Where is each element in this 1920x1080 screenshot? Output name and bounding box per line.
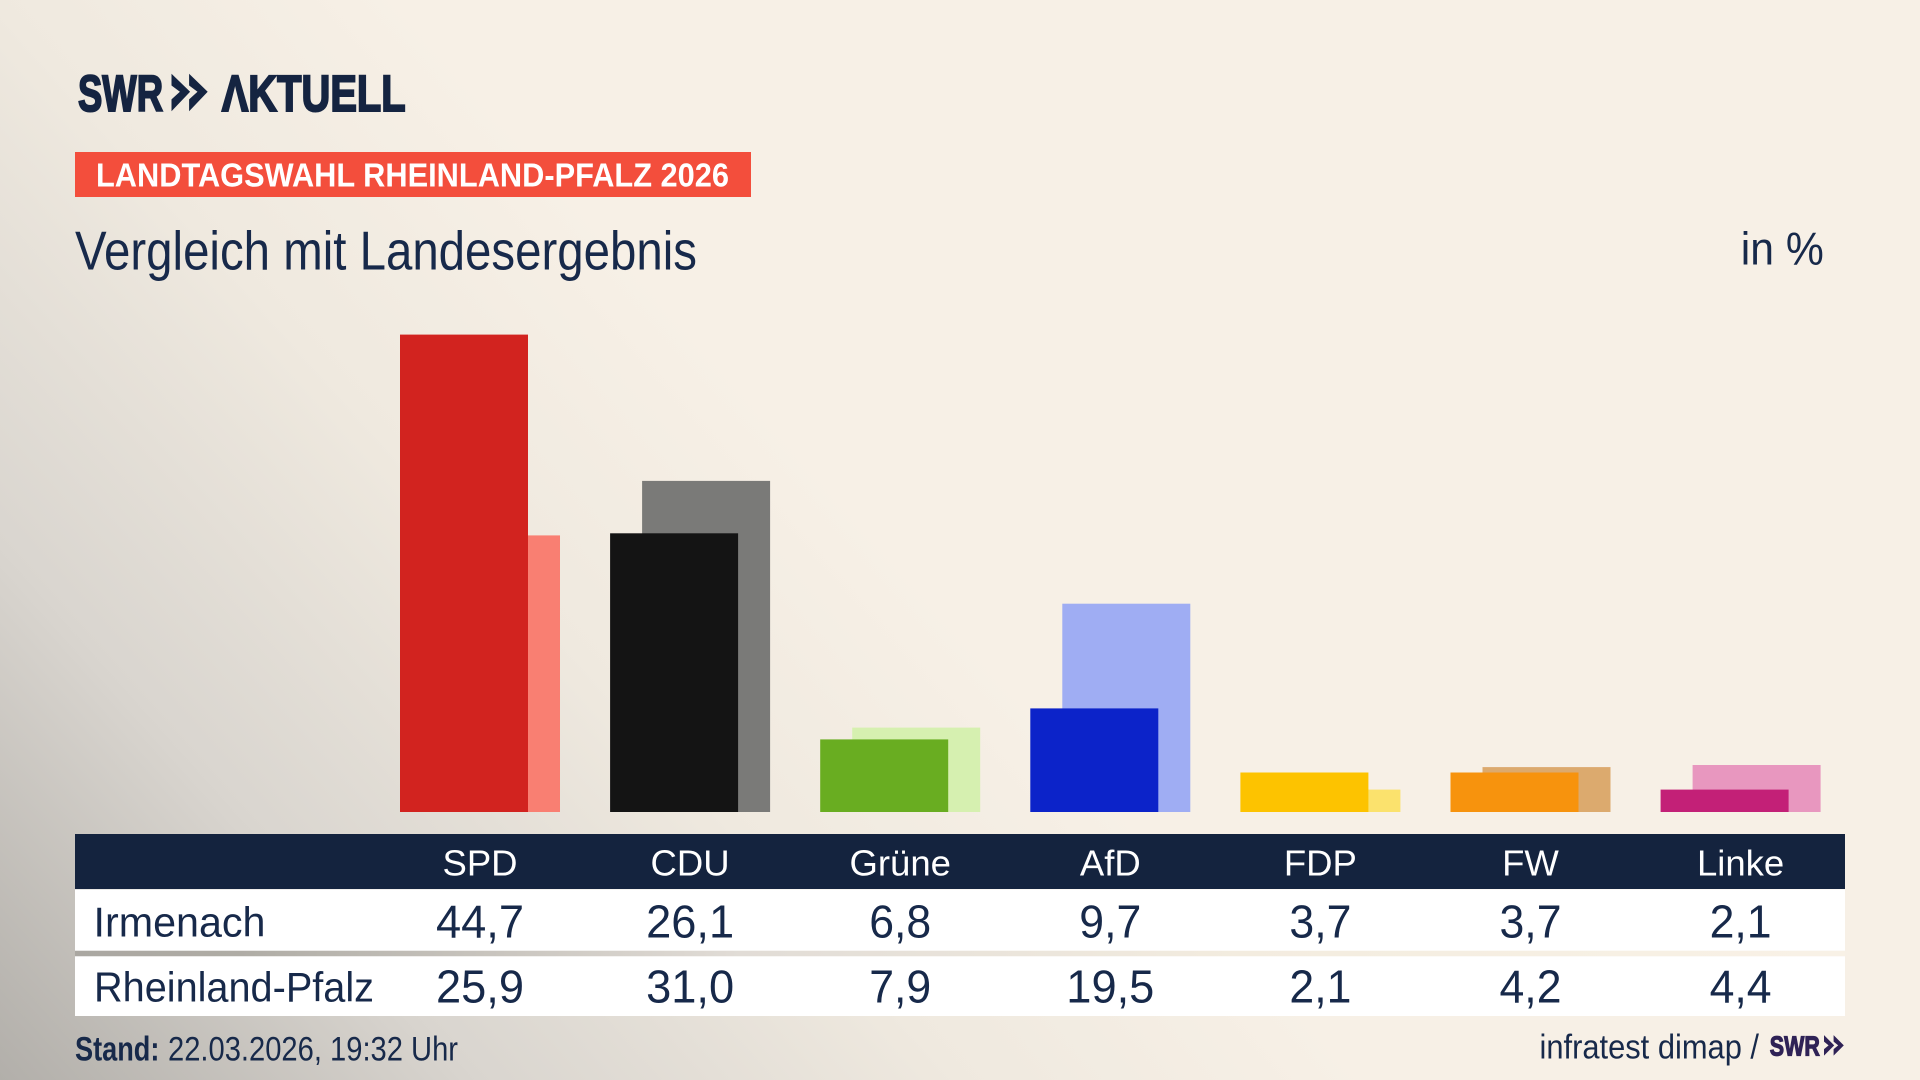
svg-text:31,0: 31,0 [646,961,734,1013]
svg-text:SWR: SWR [1770,1031,1820,1062]
svg-text:4,4: 4,4 [1710,961,1772,1013]
svg-text:2,1: 2,1 [1289,961,1351,1013]
svg-text:Grüne: Grüne [849,843,950,884]
svg-text:ΛKTUELL: ΛKTUELL [222,65,406,122]
svg-text:4,2: 4,2 [1500,961,1562,1013]
svg-text:22.03.2026, 19:32 Uhr: 22.03.2026, 19:32 Uhr [168,1031,458,1069]
svg-text:in %: in % [1741,223,1824,275]
svg-text:Stand:: Stand: [75,1031,159,1069]
svg-text:7,9: 7,9 [869,961,931,1013]
svg-text:FDP: FDP [1284,843,1357,884]
svg-text:CDU: CDU [651,843,730,884]
svg-text:Irmenach: Irmenach [94,899,266,946]
svg-text:FW: FW [1502,843,1559,884]
svg-text:AfD: AfD [1080,843,1141,884]
svg-text:6,8: 6,8 [869,896,931,948]
svg-text:3,7: 3,7 [1289,896,1351,948]
svg-text:Rheinland-Pfalz: Rheinland-Pfalz [94,964,374,1011]
svg-text:SWR: SWR [78,65,163,122]
svg-text:Linke: Linke [1697,843,1784,884]
svg-text:25,9: 25,9 [436,961,524,1013]
svg-text:19,5: 19,5 [1066,961,1154,1013]
svg-text:Vergleich mit Landesergebnis: Vergleich mit Landesergebnis [75,220,697,282]
svg-text:infratest dimap /: infratest dimap / [1540,1028,1760,1066]
svg-text:SPD: SPD [442,843,517,884]
svg-text:26,1: 26,1 [646,896,734,948]
svg-text:LANDTAGSWAHL RHEINLAND-PFALZ 2: LANDTAGSWAHL RHEINLAND-PFALZ 2026 [96,157,729,194]
svg-text:2,1: 2,1 [1710,896,1772,948]
svg-text:9,7: 9,7 [1079,896,1141,948]
svg-text:3,7: 3,7 [1500,896,1562,948]
svg-text:44,7: 44,7 [436,896,524,948]
